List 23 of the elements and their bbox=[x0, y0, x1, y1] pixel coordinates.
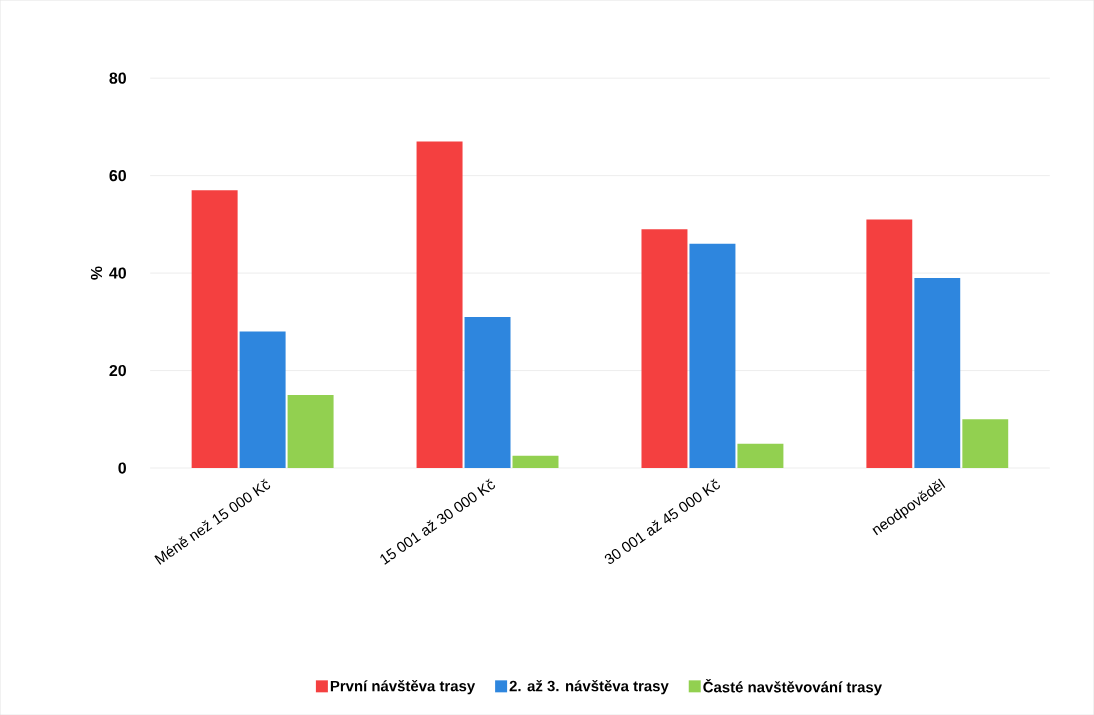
y-axis-title: % bbox=[90, 266, 103, 280]
x-tick-label: 30 001 až 45 000 Kč bbox=[604, 478, 720, 564]
bar bbox=[239, 331, 286, 468]
legend-label: 2. až 3. návštěva trasy bbox=[509, 679, 669, 695]
legend-label: První návštěva trasy bbox=[330, 679, 476, 695]
y-tick-label: 60 bbox=[109, 169, 126, 182]
x-tick-label: 15 001 až 30 000 Kč bbox=[380, 478, 495, 565]
y-tick-label: 20 bbox=[109, 364, 126, 377]
bar bbox=[416, 141, 463, 468]
bar bbox=[914, 277, 961, 468]
bar bbox=[464, 316, 511, 468]
legend-label: Časté navštěvování trasy bbox=[703, 678, 882, 696]
y-tick-label: 80 bbox=[109, 72, 126, 84]
bar bbox=[191, 190, 238, 468]
bar bbox=[287, 394, 334, 468]
bar bbox=[962, 419, 1009, 468]
y-tick-label: 0 bbox=[118, 462, 126, 474]
bar bbox=[641, 229, 688, 468]
bar bbox=[512, 455, 559, 468]
y-tick-label: 40 bbox=[109, 267, 126, 279]
bar bbox=[866, 219, 913, 468]
bar bbox=[689, 243, 736, 468]
bar bbox=[737, 443, 784, 468]
